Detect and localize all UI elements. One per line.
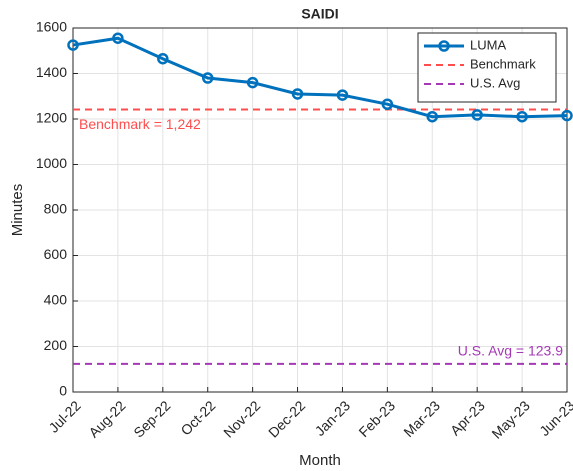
data-point <box>516 110 528 123</box>
data-point <box>471 109 483 121</box>
data-point <box>157 52 169 65</box>
legend-label: U.S. Avg <box>470 75 520 90</box>
legend-marker <box>438 40 450 52</box>
y-tick-label: 600 <box>44 246 68 262</box>
data-point <box>67 39 79 51</box>
plot-frame <box>72 27 568 393</box>
x-axis-label: Month <box>299 452 341 469</box>
y-tick-label: 400 <box>44 292 68 308</box>
series-line <box>72 36 568 119</box>
y-tick-label: 1200 <box>36 110 67 126</box>
y-tick-label: 1600 <box>36 19 67 35</box>
chart-title: SAIDI <box>301 6 338 22</box>
reference-label: Benchmark = 1,242 <box>79 116 201 132</box>
data-point <box>336 89 349 101</box>
data-point <box>561 109 573 122</box>
y-tick-label: 800 <box>44 201 68 217</box>
legend-label: LUMA <box>470 37 506 52</box>
y-axis-label: Minutes <box>9 184 26 237</box>
data-point <box>201 72 214 84</box>
data-point <box>426 110 439 123</box>
y-tick-label: 200 <box>44 337 68 353</box>
data-point <box>246 76 259 89</box>
legend-label: Benchmark <box>470 56 536 71</box>
reference-label: U.S. Avg = 123.9 <box>458 343 563 359</box>
legend: LUMA Benchmark U.S. Avg <box>417 32 557 103</box>
data-point <box>381 98 394 110</box>
data-point <box>291 88 304 100</box>
data-point <box>112 32 124 44</box>
y-tick-label: 1400 <box>36 64 67 80</box>
y-tick-label: 0 <box>59 383 67 399</box>
y-tick-label: 1000 <box>36 155 67 171</box>
